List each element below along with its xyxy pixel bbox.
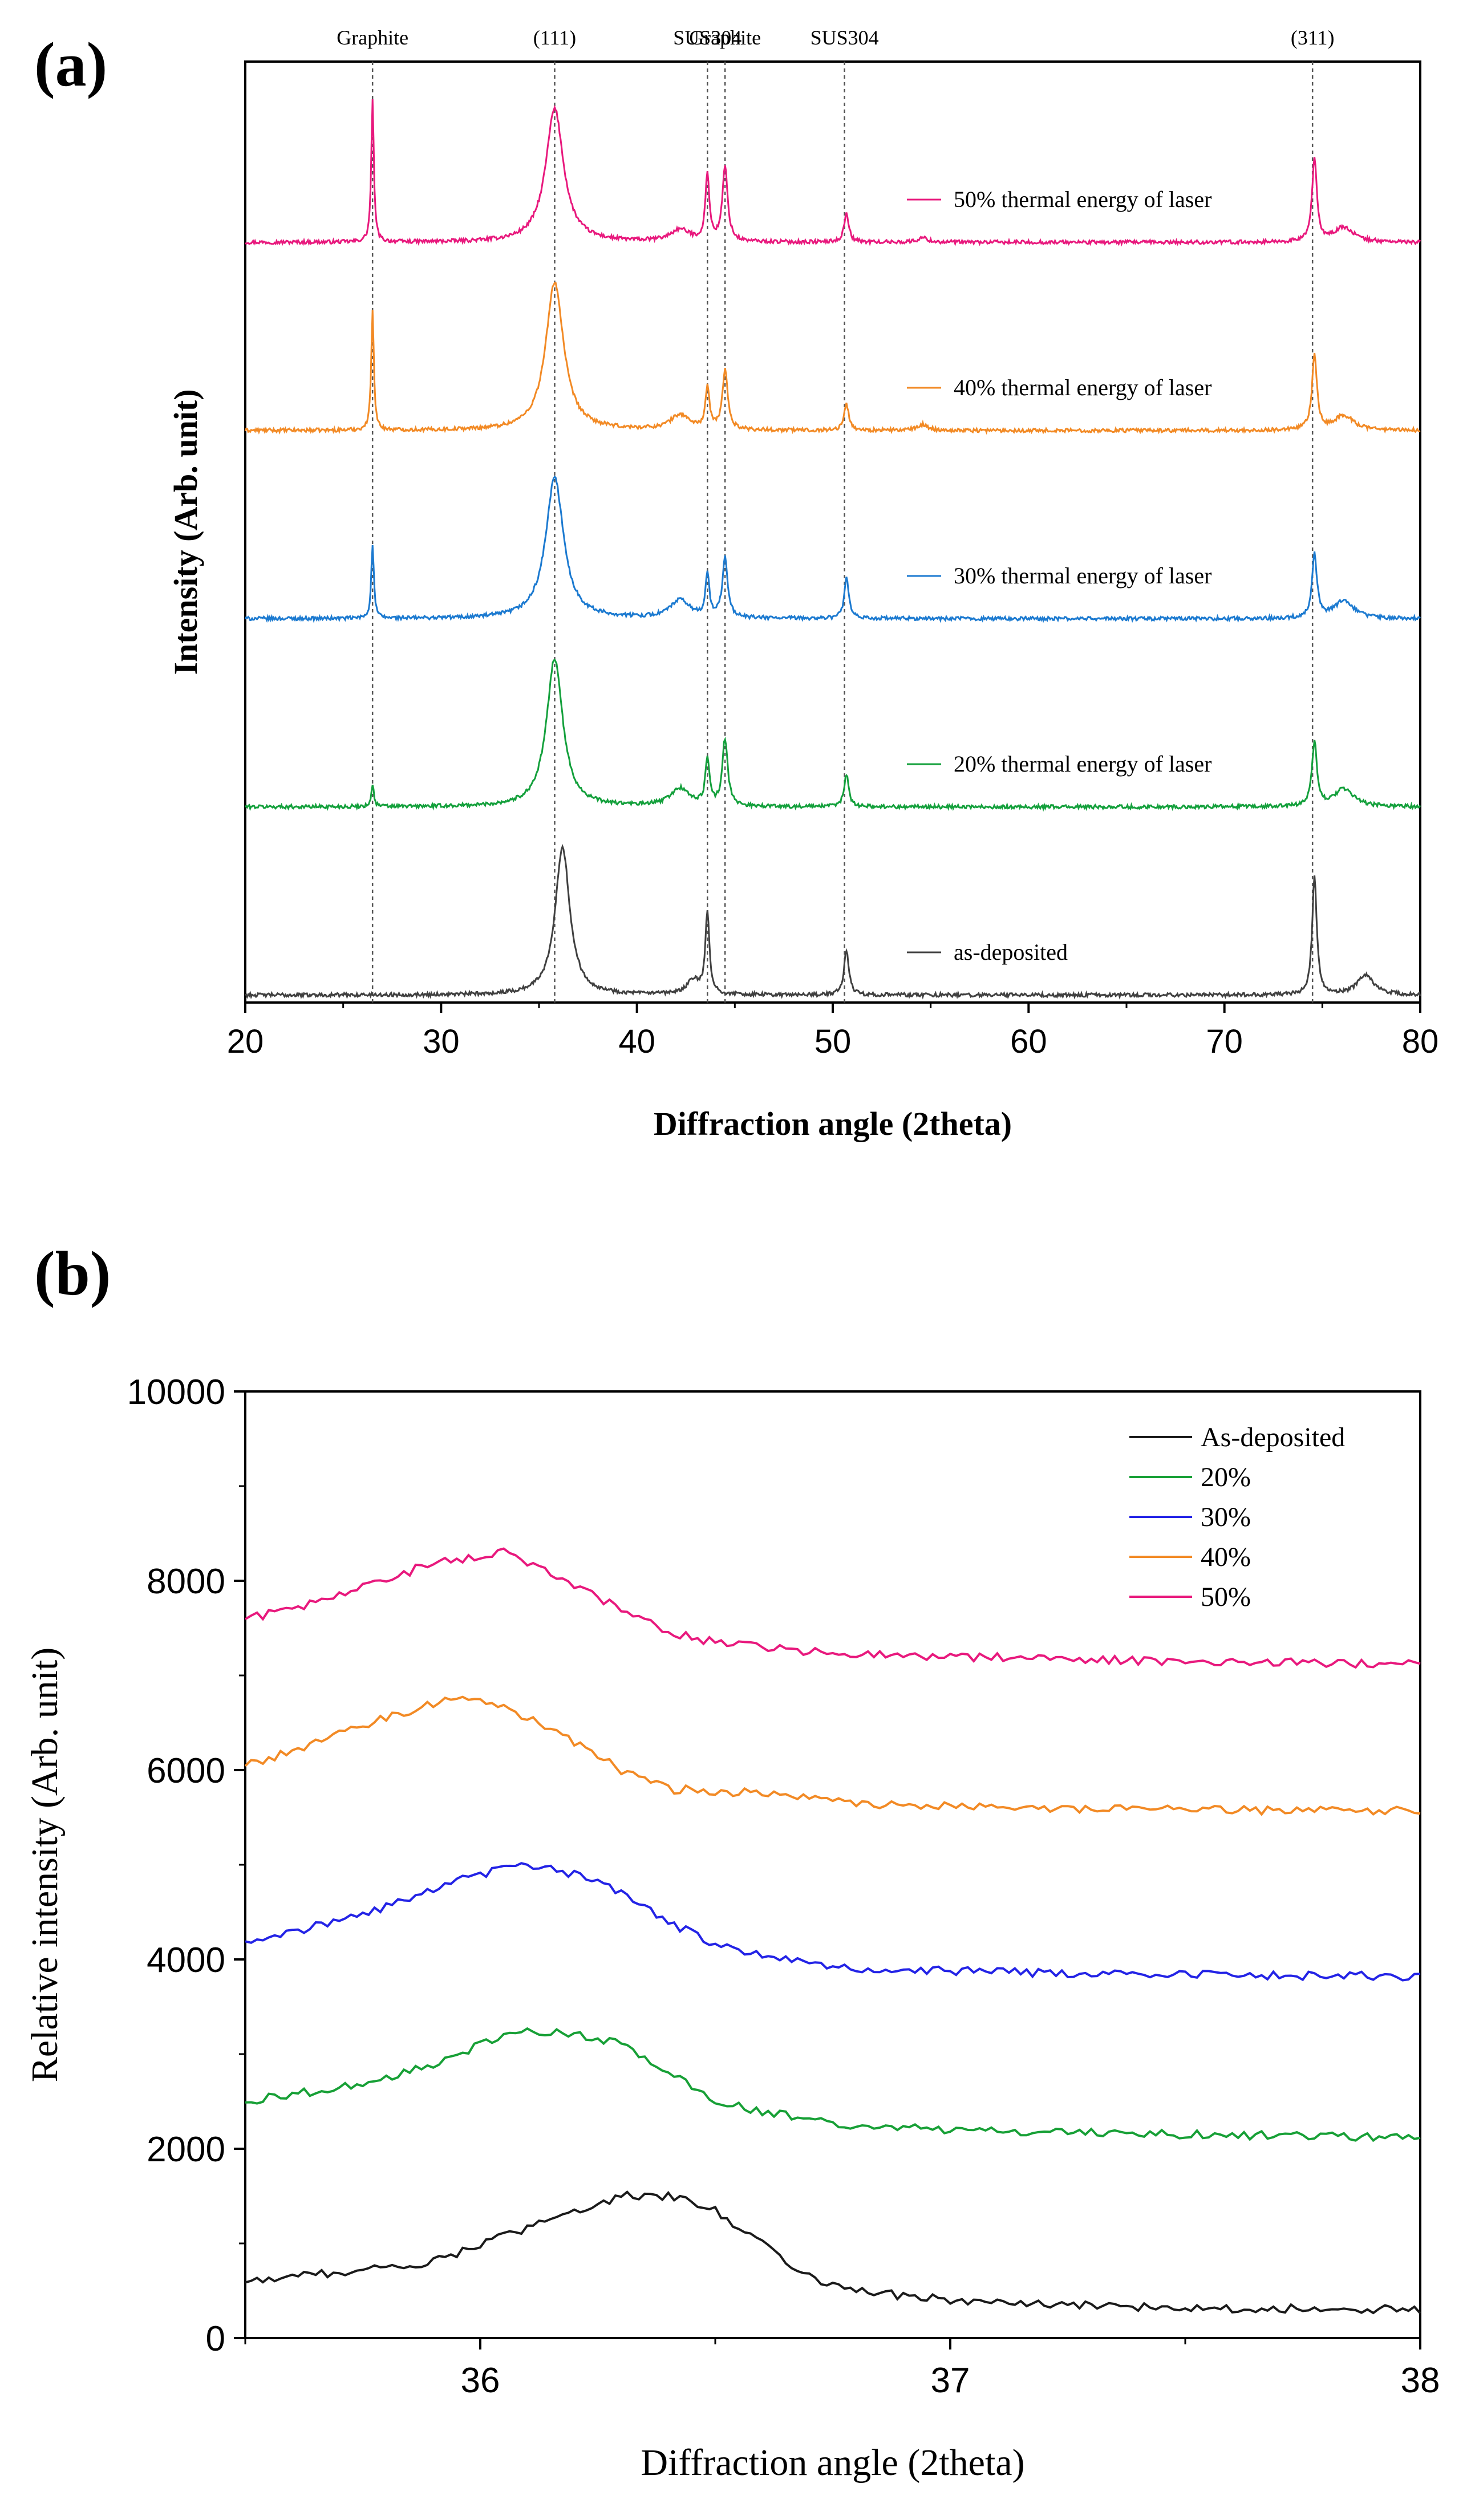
- legend-label-as-deposited: as-deposited: [954, 939, 1068, 965]
- legend-label-30-thermal-energy-of-laser: 30% thermal energy of laser: [954, 563, 1211, 589]
- panel-b-legend: As-deposited 20% 30% 40% 50%: [1129, 1422, 1345, 1612]
- x-tick-label-36: 36: [461, 2361, 500, 2400]
- series-line-50-thermal-energy-of-laser: [245, 99, 1421, 247]
- panel-b-series: [244, 1547, 1421, 2315]
- legend-label-as-deposited: As-deposited: [1201, 1422, 1345, 1452]
- series-line-40-thermal-energy-of-laser: [244, 282, 1421, 435]
- panel-a-legend: 50% thermal energy of laser 40% thermal e…: [907, 186, 1211, 965]
- legend-label-40-thermal-energy-of-laser: 40% thermal energy of laser: [954, 375, 1211, 400]
- panel-b-plot-frame: [244, 1390, 1421, 2339]
- x-tick-label-30: 30: [423, 1023, 460, 1060]
- legend-label-20: 20%: [1201, 1462, 1251, 1492]
- x-tick-label-80: 80: [1402, 1023, 1439, 1060]
- peak-marker-label-4: SUS304: [811, 26, 879, 49]
- panel-a-y-axis-label: Intensity (Arb. unit): [167, 389, 204, 675]
- series-line-30: [245, 1862, 1421, 1982]
- x-tick-label-60: 60: [1010, 1023, 1047, 1060]
- x-tick-label-38: 38: [1401, 2361, 1440, 2400]
- x-tick-label-37: 37: [931, 2361, 970, 2400]
- x-tick-label-50: 50: [815, 1023, 852, 1060]
- series-line-40: [244, 1695, 1421, 1816]
- panel-b-x-axis-label: Diffraction angle (2theta): [641, 2442, 1024, 2484]
- legend-label-30: 30%: [1201, 1502, 1251, 1532]
- x-tick-label-40: 40: [618, 1023, 655, 1060]
- y-tick-label-2000: 2000: [147, 2130, 225, 2169]
- y-tick-label-0: 0: [206, 2319, 225, 2359]
- y-tick-label-4000: 4000: [147, 1941, 225, 1980]
- series-line-as-deposited: [245, 2190, 1421, 2315]
- legend-label-20-thermal-energy-of-laser: 20% thermal energy of laser: [954, 751, 1211, 777]
- series-line-as-deposited: [245, 843, 1421, 1000]
- panel-a-x-ticks: 20 30 40 50 60 70 80: [227, 1003, 1439, 1060]
- x-tick-label-20: 20: [227, 1023, 264, 1060]
- y-tick-label-10000: 10000: [127, 1373, 225, 1412]
- x-tick-label-70: 70: [1206, 1023, 1243, 1060]
- series-line-20-thermal-energy-of-laser: [244, 658, 1421, 812]
- peak-marker-label-0: Graphite: [337, 26, 408, 49]
- legend-label-40: 40%: [1201, 1542, 1251, 1572]
- panel-a-plot-frame: [244, 60, 1421, 1004]
- series-line-30-thermal-energy-of-laser: [244, 475, 1421, 623]
- y-tick-label-8000: 8000: [147, 1562, 225, 1601]
- panel-a-x-axis-label: Diffraction angle (2theta): [654, 1105, 1012, 1142]
- panel-b-label: (b): [34, 1239, 111, 1308]
- legend-label-50: 50%: [1201, 1582, 1251, 1612]
- panel-a-label: (a): [34, 30, 107, 99]
- y-tick-label-6000: 6000: [147, 1751, 225, 1791]
- peak-marker-label-1: (111): [533, 26, 576, 49]
- legend-label-50-thermal-energy-of-laser: 50% thermal energy of laser: [954, 186, 1211, 212]
- panel-b-ticks: 0 2000 4000 6000 8000 10000 36 37 38: [127, 1373, 1440, 2400]
- peak-marker-label-5: (311): [1291, 26, 1335, 49]
- series-line-20: [245, 2027, 1421, 2142]
- panel-a-series: [244, 99, 1421, 1000]
- peak-marker-label-3: Graphite: [689, 26, 761, 49]
- series-line-50: [244, 1547, 1421, 1669]
- panel-b-y-axis-label: Relative intensity (Arb. unit): [24, 1647, 66, 2083]
- peak-marker-label-2: SUS304: [673, 26, 741, 49]
- panel-b: (b) 0 2000 4000 6000 8000 10000 36 37 38 As-depo…: [24, 1239, 1440, 2484]
